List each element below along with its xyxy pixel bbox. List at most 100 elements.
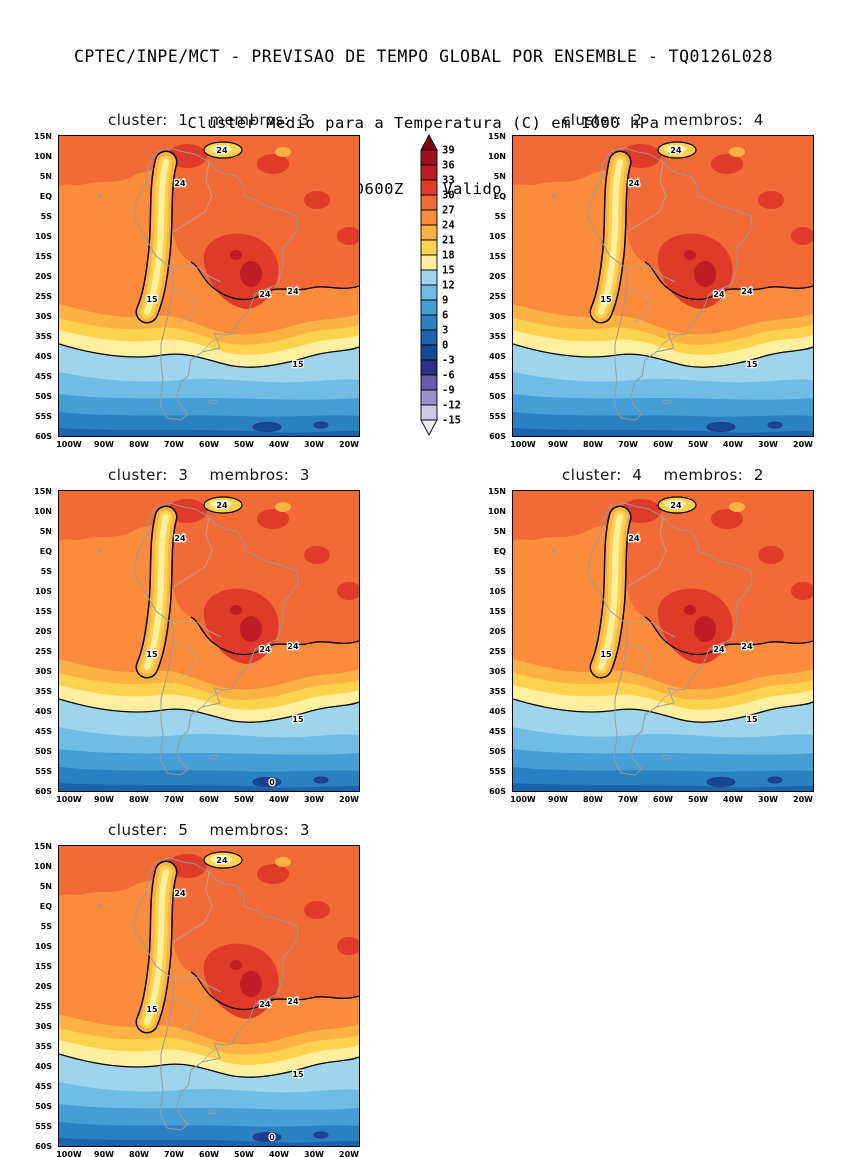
svg-text:24: 24	[216, 856, 228, 865]
colorbar-tick-label: 15	[442, 265, 455, 277]
svg-text:24: 24	[174, 534, 186, 543]
header-subtitle: Cluster Medio para a Temperatura (C) em …	[187, 114, 660, 132]
lon-tick-label: 90W	[548, 795, 568, 804]
colorbar-tick-label: 3	[442, 325, 448, 337]
lat-axis: 15N 10N 5N EQ 5S 10S 15S 20S 25S 30S 35S 40S 45S 50S 5…	[472, 132, 509, 441]
lat-tick-label: EQ	[39, 902, 52, 911]
svg-text:24: 24	[628, 179, 640, 188]
lat-tick-label: 5N	[493, 527, 506, 536]
lon-tick-label: 90W	[94, 440, 114, 449]
lat-tick-label: 10S	[489, 232, 506, 241]
lon-tick-label: 30W	[304, 440, 324, 449]
lat-tick-label: 25S	[35, 647, 52, 656]
svg-text:24: 24	[259, 645, 271, 654]
lon-tick-label: 90W	[548, 440, 568, 449]
lat-tick-label: 30S	[35, 1022, 52, 1031]
lon-tick-label: 20W	[339, 1150, 359, 1157]
lat-tick-label: 40S	[35, 352, 52, 361]
lon-axis: 100W 90W 80W 70W 60W 50W 40W 30W 20W	[56, 439, 361, 451]
cluster-panel-1: cluster: 1 membros: 3 15N 10N 5N EQ 5S 10S 15S…	[18, 109, 370, 453]
svg-text:24: 24	[259, 290, 271, 299]
lat-tick-label: 40S	[489, 352, 506, 361]
lat-tick-label: 5N	[493, 172, 506, 181]
lat-tick-label: 20S	[35, 627, 52, 636]
lat-axis: 15N 10N 5N EQ 5S 10S 15S 20S 25S 30S 35S 40S 45S 50S 5…	[18, 842, 55, 1151]
colorbar-cell	[420, 149, 438, 166]
svg-text:15: 15	[746, 715, 758, 724]
lat-tick-label: EQ	[39, 192, 52, 201]
svg-text:15: 15	[600, 650, 612, 659]
lat-tick-label: 15S	[35, 607, 52, 616]
lat-tick-label: 15N	[488, 487, 506, 496]
lat-tick-label: 50S	[35, 392, 52, 401]
cluster-panel-4: cluster: 4 membros: 2 15N 10N 5N EQ 5S 10S 15S…	[472, 464, 824, 808]
lat-tick-label: 5S	[40, 567, 52, 576]
lon-tick-label: 20W	[793, 440, 813, 449]
colorbar-tick-label: 6	[442, 310, 448, 322]
colorbar-arrow-bottom	[420, 419, 438, 436]
colorbar-cell	[420, 299, 438, 316]
map-frame: 24 24 24 24 15 15 0	[58, 490, 360, 792]
map-frame: 24 24 24 24 15 15 0	[58, 845, 360, 1147]
lat-tick-label: 50S	[35, 1102, 52, 1111]
lon-tick-label: 80W	[583, 795, 603, 804]
colorbar-tick-label: -15	[442, 415, 461, 427]
svg-text:24: 24	[741, 287, 753, 296]
colorbar-cell	[420, 329, 438, 346]
lat-tick-label: 15N	[34, 842, 52, 851]
colorbar-tick-label: 18	[442, 250, 455, 262]
colorbar-cell	[420, 179, 438, 196]
lat-tick-label: EQ	[493, 547, 506, 556]
colorbar-cell	[420, 374, 438, 391]
lon-tick-label: 20W	[793, 795, 813, 804]
lat-tick-label: 15S	[35, 252, 52, 261]
colorbar-legend: 39 36 33 30 27 24 21 18 15 12 9 6 3 0 -3 -6 -9 -12 -15	[420, 134, 484, 436]
lat-tick-label: 20S	[489, 272, 506, 281]
lon-tick-label: 50W	[234, 440, 254, 449]
lat-tick-label: 25S	[489, 292, 506, 301]
colorbar-cell	[420, 269, 438, 286]
colorbar-tick-label: 33	[442, 175, 455, 187]
lon-tick-label: 70W	[618, 795, 638, 804]
temperature-map: 24 24 24 24 15 15 0	[513, 136, 813, 436]
svg-text:0: 0	[269, 1133, 275, 1142]
lat-tick-label: 15N	[488, 132, 506, 141]
lon-tick-label: 100W	[56, 440, 82, 449]
panel-title-cluster-5: cluster: 5 membros: 3	[108, 821, 310, 839]
lat-axis: 15N 10N 5N EQ 5S 10S 15S 20S 25S 30S 35S 40S 45S 50S 5…	[18, 132, 55, 441]
lat-tick-label: 5S	[40, 212, 52, 221]
colorbar-tick-label: 12	[442, 280, 455, 292]
colorbar-cell	[420, 284, 438, 301]
colorbar-tick-label: -9	[442, 385, 455, 397]
lon-tick-label: 60W	[199, 1150, 219, 1157]
svg-text:15: 15	[146, 650, 158, 659]
lon-tick-label: 100W	[510, 440, 536, 449]
colorbar-tick-label: -12	[442, 400, 461, 412]
lat-tick-label: 45S	[489, 372, 506, 381]
colorbar-cell	[420, 224, 438, 241]
lat-tick-label: 15S	[35, 962, 52, 971]
lat-axis: 15N 10N 5N EQ 5S 10S 15S 20S 25S 30S 35S 40S 45S 50S 5…	[18, 487, 55, 796]
svg-text:24: 24	[259, 1000, 271, 1009]
lat-tick-label: 15N	[34, 132, 52, 141]
svg-text:24: 24	[670, 146, 682, 155]
colorbar-tick-label: 30	[442, 190, 455, 202]
lat-tick-label: 55S	[489, 767, 506, 776]
cluster-panel-2: cluster: 2 membros: 4 15N 10N 5N EQ 5S 10S 15S…	[472, 109, 824, 453]
lat-tick-label: 25S	[35, 1002, 52, 1011]
lat-tick-label: 5S	[494, 567, 506, 576]
lat-tick-label: 5N	[39, 172, 52, 181]
colorbar-tick-label: 9	[442, 295, 448, 307]
svg-text:24: 24	[628, 534, 640, 543]
lat-tick-label: 55S	[35, 767, 52, 776]
lat-tick-label: 20S	[35, 272, 52, 281]
svg-text:15: 15	[146, 295, 158, 304]
lon-tick-label: 70W	[164, 440, 184, 449]
lon-tick-label: 80W	[129, 440, 149, 449]
colorbar-cell	[420, 239, 438, 256]
colorbar-cell	[420, 404, 438, 421]
lat-tick-label: 25S	[35, 292, 52, 301]
lat-axis: 15N 10N 5N EQ 5S 10S 15S 20S 25S 30S 35S 40S 45S 50S 5…	[472, 487, 509, 796]
lon-tick-label: 100W	[56, 1150, 82, 1157]
